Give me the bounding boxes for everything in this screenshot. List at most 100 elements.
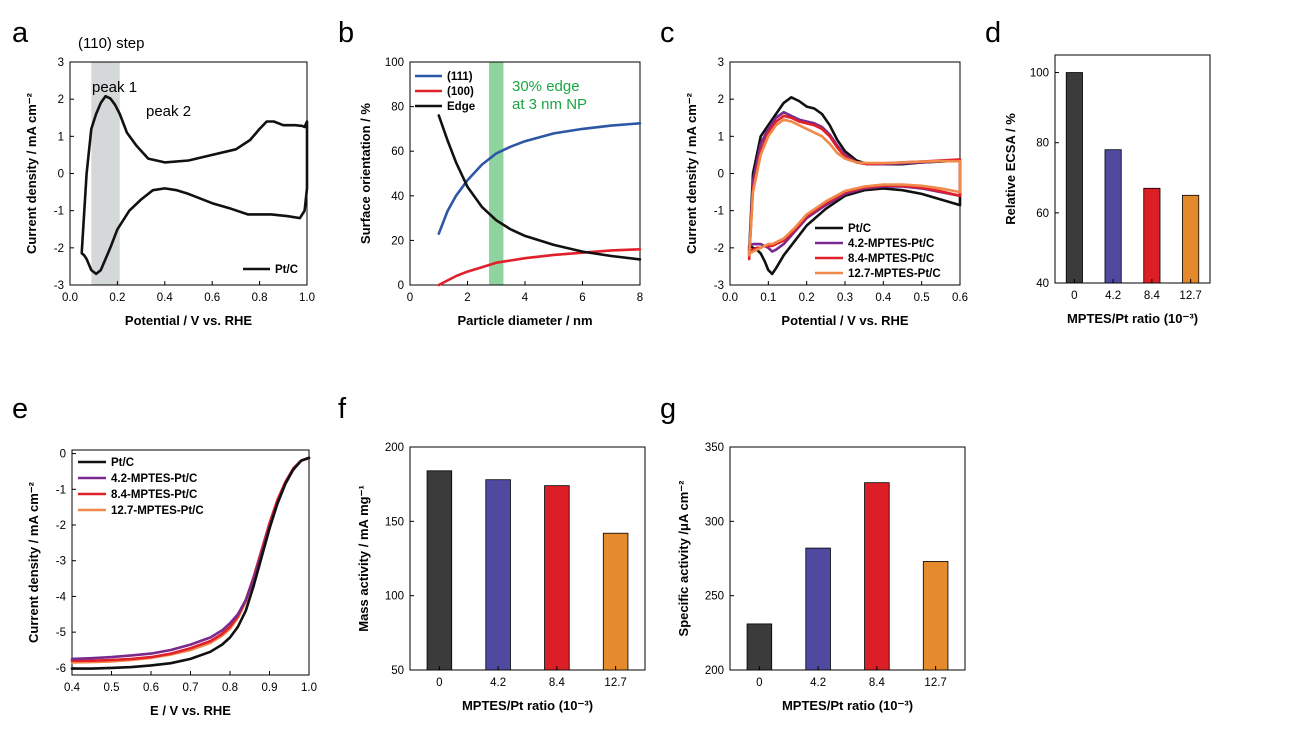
y-tick-label: -3 <box>714 280 724 292</box>
bar-8.4 <box>544 485 570 671</box>
y-tick-label: 0 <box>60 449 66 461</box>
plot-frame <box>409 446 646 671</box>
legend-label: Edge <box>447 101 475 113</box>
x-tick-label: 0 <box>407 292 413 304</box>
step-band <box>91 62 120 285</box>
panel-f: f 200 150 100 50 Mass activity / mA mg⁻¹ 0 4.2 8… <box>338 393 646 713</box>
bar-12.7 <box>602 532 629 671</box>
annotation-30-edge: 30% edge <box>512 78 580 95</box>
bar-0 <box>426 470 453 671</box>
x-axis-label: E / V vs. RHE <box>150 703 231 718</box>
bar-12.7 <box>922 561 949 671</box>
x-tick-label: 8.4 <box>549 677 566 689</box>
panel-g: g 350 300 250 200 Specific activity /μA cm⁻² 0… <box>660 393 966 713</box>
y-axis-label: Surface orientation / % <box>358 103 373 244</box>
plot-frame <box>729 446 966 671</box>
bar-4.2 <box>1104 149 1122 284</box>
bar-8.4 <box>1143 187 1161 284</box>
x-tick-label: 12.7 <box>924 677 946 689</box>
legend-label: Pt/C <box>275 264 298 276</box>
annotation-3nm: at 3 nm NP <box>512 96 587 113</box>
y-tick-label: 1 <box>718 131 724 143</box>
x-tick-label: 0.4 <box>64 682 81 694</box>
y-tick-label: 2 <box>718 94 724 106</box>
x-tick-label: 4.2 <box>810 677 826 689</box>
legend-label: Pt/C <box>848 223 871 235</box>
y-tick-label: 0 <box>398 280 404 292</box>
x-tick-label: 0.8 <box>222 682 238 694</box>
y-axis-label: Relative ECSA / % <box>1003 113 1018 225</box>
y-tick-label: 80 <box>1036 138 1049 150</box>
legend-label: 4.2-MPTES-Pt/C <box>848 238 934 250</box>
y-tick-label: -6 <box>56 663 66 675</box>
series-line-12-7-mptes-pt-c <box>747 118 962 257</box>
legend-label: 12.7-MPTES-Pt/C <box>111 505 204 517</box>
y-tick-label: 60 <box>391 146 404 158</box>
bar-8.4 <box>864 482 890 671</box>
x-axis-label: Potential / V vs. RHE <box>125 313 252 328</box>
x-tick-label: 0.5 <box>914 292 930 304</box>
y-tick-label: 100 <box>1030 68 1049 80</box>
x-axis-label: Potential / V vs. RHE <box>781 313 908 328</box>
y-tick-label: -2 <box>56 520 66 532</box>
y-tick-label: 250 <box>705 591 724 603</box>
y-tick-label: -4 <box>56 591 67 603</box>
y-tick-label: 100 <box>385 591 404 603</box>
panel-letter-c: c <box>660 17 675 49</box>
x-tick-label: 0.2 <box>799 292 815 304</box>
x-tick-label: 4.2 <box>490 677 506 689</box>
panel-a: a 3 2 1 0 -1 -2 -3 Current density / mA cm⁻² 0.0 0… <box>12 17 315 328</box>
legend-label: (100) <box>447 86 474 98</box>
x-tick-label: 0 <box>436 677 442 689</box>
panel-c: c 3 2 1 0 -1 -2 -3 Current density / mA cm⁻² 0.0 0… <box>660 17 968 328</box>
panel-b: b 100 80 60 40 20 0 Surface orientation / % 0 2 4 6… <box>338 17 643 328</box>
x-tick-label: 0 <box>756 677 762 689</box>
plot-frame <box>1054 54 1211 284</box>
edge-band <box>489 62 504 285</box>
x-tick-label: 0.3 <box>837 292 853 304</box>
y-axis-label: Current density / mA cm⁻² <box>26 481 41 643</box>
y-tick-label: 2 <box>58 94 64 106</box>
legend-label: (111) <box>447 71 473 83</box>
x-tick-label: 1.0 <box>299 292 315 304</box>
panel-letter-g: g <box>660 393 676 425</box>
bar-0 <box>746 623 773 671</box>
y-tick-label: 3 <box>718 57 724 69</box>
x-tick-label: 12.7 <box>604 677 626 689</box>
annotation-110-step: (110) step <box>78 35 144 52</box>
x-tick-label: 0.4 <box>157 292 174 304</box>
x-tick-label: 8.4 <box>1144 290 1161 302</box>
y-tick-label: -5 <box>56 627 66 639</box>
y-tick-label: 60 <box>1036 208 1049 220</box>
plot-frame <box>729 61 961 286</box>
x-axis-label: Particle diameter / nm <box>457 313 592 328</box>
x-tick-label: 6 <box>579 292 585 304</box>
panel-letter-b: b <box>338 17 354 49</box>
y-tick-label: -2 <box>714 243 724 255</box>
panel-e: e 0 -1 -2 -3 -4 -5 -6 Current density / mA cm⁻² 0… <box>12 393 317 718</box>
panel-letter-e: e <box>12 393 28 425</box>
x-tick-label: 8 <box>637 292 643 304</box>
y-axis-label: Current density / mA cm⁻² <box>684 92 699 254</box>
annotation-peak-1: peak 1 <box>92 79 137 96</box>
legend-label: 8.4-MPTES-Pt/C <box>848 253 934 265</box>
y-tick-label: 200 <box>705 665 724 677</box>
x-axis-label: MPTES/Pt ratio (10⁻³) <box>782 698 913 713</box>
series-line-pt-c <box>80 94 309 276</box>
y-tick-label: 200 <box>385 442 404 454</box>
x-tick-label: 0.9 <box>262 682 278 694</box>
x-tick-label: 0.0 <box>62 292 78 304</box>
series-line--111- <box>437 122 642 235</box>
bar-12.7 <box>1182 194 1200 284</box>
y-tick-label: 40 <box>1036 278 1049 290</box>
series-line-pt-c <box>70 456 311 670</box>
x-tick-label: 0.6 <box>204 292 220 304</box>
x-tick-label: 0 <box>1071 290 1077 302</box>
y-tick-label: 40 <box>391 191 404 203</box>
y-tick-label: 300 <box>705 516 724 528</box>
x-tick-label: 0.7 <box>183 682 199 694</box>
x-tick-label: 4 <box>522 292 529 304</box>
x-tick-label: 0.5 <box>104 682 120 694</box>
y-axis-label: Specific activity /μA cm⁻² <box>676 480 691 637</box>
